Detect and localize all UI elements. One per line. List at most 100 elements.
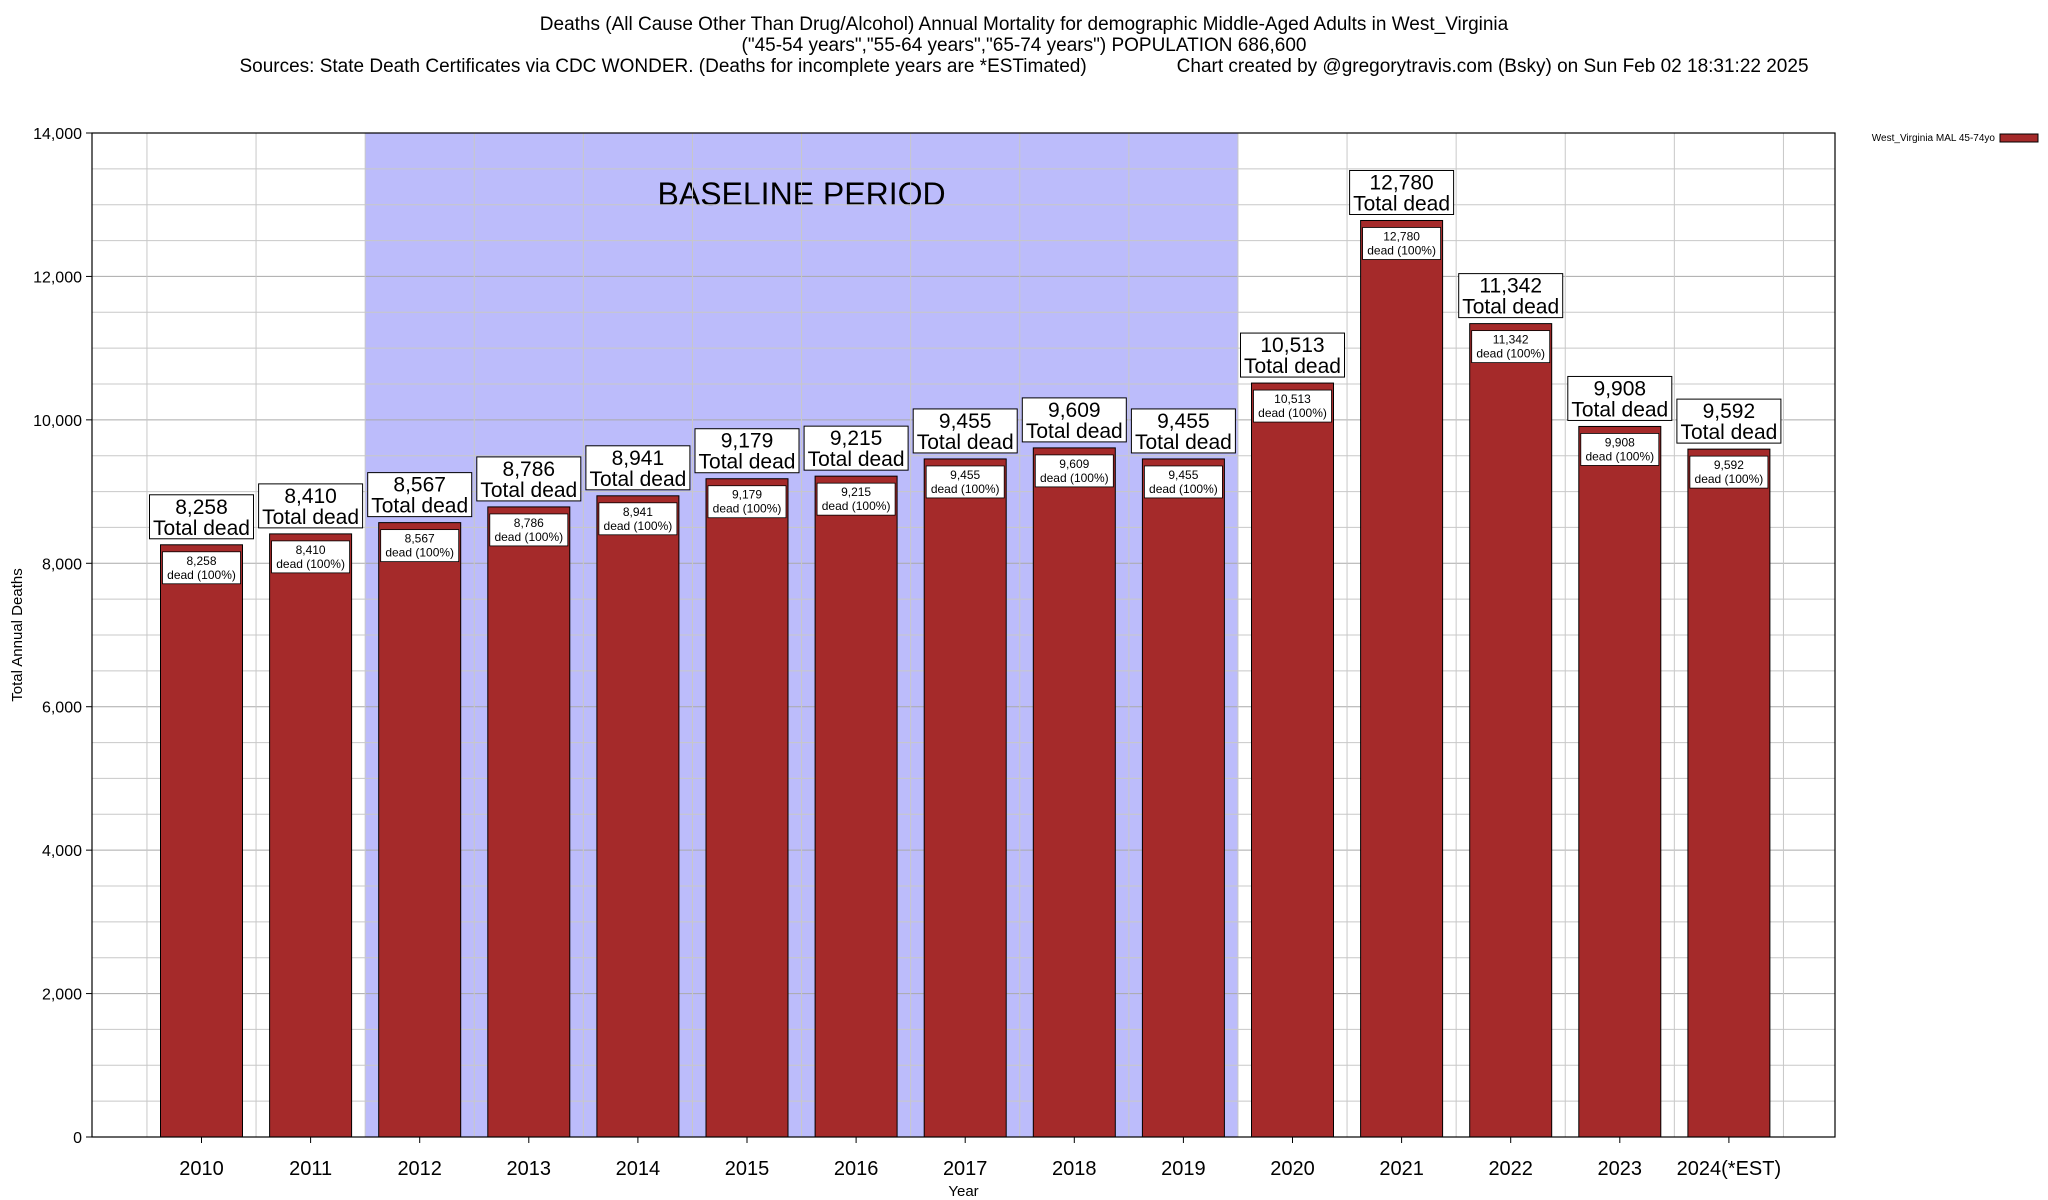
top-label-value: 9,609 — [1048, 399, 1101, 422]
inner-label-box — [1144, 465, 1223, 499]
top-label-value: 12,780 — [1369, 171, 1433, 194]
top-label-suffix: Total dead — [1244, 355, 1341, 378]
bar-2010 — [160, 544, 243, 1138]
top-label-suffix: Total dead — [808, 448, 905, 471]
inner-label-value: 10,513 — [1274, 392, 1311, 406]
top-label-value: 8,567 — [393, 474, 446, 497]
inner-label-suffix: dead (100%) — [167, 568, 236, 582]
top-label-value: 9,455 — [939, 410, 992, 433]
x-axis-label: Year — [948, 1183, 978, 1200]
bars — [160, 219, 1771, 1138]
inner-label-box — [380, 529, 460, 563]
inner-label-box — [1471, 330, 1551, 364]
inner-label-box — [1362, 227, 1441, 260]
bar-2018 — [1032, 447, 1116, 1138]
inner-label-value: 8,941 — [623, 505, 653, 519]
top-label-box — [694, 428, 800, 474]
inner-label-suffix: dead (100%) — [385, 546, 454, 560]
x-tick-label: 2011 — [289, 1158, 332, 1180]
top-label-value: 10,513 — [1260, 334, 1324, 357]
top-label-box — [912, 408, 1018, 454]
bar-2022 — [1469, 323, 1553, 1138]
chart-title: Deaths (All Cause Other Than Drug/Alcoho… — [539, 14, 1509, 35]
top-label-suffix: Total dead — [1026, 420, 1123, 443]
inner-label-suffix: dead (100%) — [276, 557, 345, 571]
y-tick-label: 8,000 — [42, 556, 82, 573]
top-label-box — [1458, 273, 1564, 319]
top-label-value: 8,258 — [175, 496, 228, 519]
inner-label-box — [1689, 455, 1769, 489]
x-tick-label: 2023 — [1598, 1158, 1643, 1180]
inner-label-value: 8,410 — [296, 543, 326, 557]
x-tick-label: 2013 — [507, 1158, 552, 1180]
inner-label-suffix: dead (100%) — [1258, 406, 1327, 420]
top-label-suffix: Total dead — [1135, 431, 1232, 454]
x-tick-label: 2018 — [1052, 1158, 1097, 1180]
inner-label-box — [816, 482, 896, 516]
top-label-box — [367, 472, 473, 518]
inner-label-value: 11,342 — [1493, 333, 1529, 347]
y-tick-label: 2,000 — [42, 987, 82, 1004]
top-label-value: 8,410 — [284, 485, 337, 508]
inner-label-box — [1580, 433, 1660, 466]
inner-label-box — [162, 551, 241, 585]
bar-2013 — [487, 506, 571, 1138]
top-label-box — [476, 456, 582, 502]
inner-label-suffix: dead (100%) — [494, 530, 563, 544]
top-label-box — [1021, 397, 1127, 443]
bar-2017 — [923, 458, 1007, 1138]
inner-label-value: 8,786 — [514, 516, 544, 530]
x-tick-label: 2022 — [1488, 1158, 1533, 1180]
inner-label-suffix: dead (100%) — [931, 482, 1000, 496]
axes: 0 2,000 4,000 6,000 8,000 10,000 12,000 14,000 2… — [33, 126, 1836, 1180]
inner-label-box — [598, 502, 678, 536]
inner-label-suffix: dead (100%) — [1695, 472, 1764, 486]
inner-label-suffix: dead (100%) — [713, 502, 782, 516]
top-label-suffix: Total dead — [153, 517, 250, 540]
chart-credit: Chart created by @gregorytravis.com (Bsk… — [1176, 56, 1809, 77]
chart-title-block: Deaths (All Cause Other Than Drug/Alcoho… — [0, 14, 2048, 77]
top-label-box — [1567, 375, 1673, 421]
x-tick-label: 2020 — [1270, 1158, 1315, 1180]
y-tick-label: 4,000 — [42, 843, 82, 860]
plot-frame — [91, 132, 1836, 1138]
top-label-box — [149, 494, 254, 540]
bar-2015 — [705, 478, 789, 1138]
bar-2012 — [378, 522, 462, 1138]
top-label-box — [803, 425, 909, 471]
bar-2011 — [269, 533, 353, 1138]
top-label-box — [258, 483, 364, 529]
top-label-suffix: Total dead — [1353, 192, 1450, 215]
inner-label-value: 12,780 — [1383, 229, 1420, 243]
top-label-suffix: Total dead — [262, 506, 359, 529]
legend: West_Virginia MAL 45-74yo — [1872, 133, 2039, 144]
top-label-suffix: Total dead — [917, 431, 1014, 454]
top-label-suffix: Total dead — [589, 468, 686, 491]
x-tick-label: 2019 — [1161, 1158, 1206, 1180]
inner-label-value: 9,179 — [732, 488, 762, 502]
y-tick-label: 14,000 — [33, 126, 82, 143]
top-label-suffix: Total dead — [480, 479, 577, 502]
bar-2024(*EST) — [1687, 448, 1771, 1138]
x-tick-label: 2014 — [616, 1158, 661, 1180]
top-label-box — [1676, 398, 1782, 444]
y-axis-label: Total Annual Deaths — [9, 568, 26, 701]
inner-label-box — [271, 540, 351, 574]
inner-label-value: 9,609 — [1059, 457, 1089, 471]
bar-2020 — [1251, 382, 1334, 1138]
inner-label-box — [489, 513, 569, 547]
bar-2019 — [1141, 458, 1225, 1138]
top-label-value: 9,455 — [1157, 410, 1210, 433]
top-label-box — [1240, 332, 1345, 378]
inner-label-value: 8,258 — [186, 554, 216, 568]
top-label-value: 9,179 — [721, 430, 774, 453]
chart-source-line: Sources: State Death Certificates via CD… — [0, 56, 2048, 77]
top-label-suffix: Total dead — [1571, 398, 1668, 421]
top-label-value: 9,908 — [1594, 377, 1647, 400]
top-label-suffix: Total dead — [1462, 296, 1559, 319]
top-label-suffix: Total dead — [1680, 421, 1777, 444]
top-label-value: 11,342 — [1479, 275, 1542, 298]
y-tick-label: 12,000 — [33, 269, 82, 286]
